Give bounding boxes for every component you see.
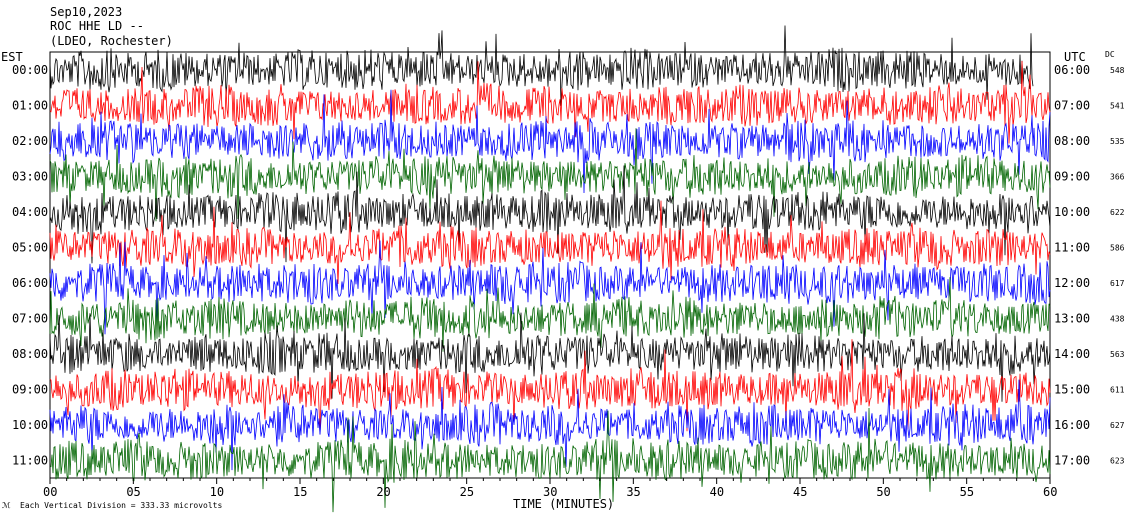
chart-station: ROC HHE LD -- [50, 19, 144, 33]
trace-line [49, 25, 1034, 106]
utc-hour-label: 12:00 [1054, 276, 1090, 290]
trace-line [49, 165, 1051, 264]
utc-hour-label: 08:00 [1054, 134, 1090, 148]
x-tick-label: 55 [960, 485, 974, 499]
trace-line [49, 128, 1051, 222]
x-tick-label: 50 [876, 485, 890, 499]
x-tick-label: 30 [543, 485, 557, 499]
est-hour-label: 04:00 [12, 205, 48, 219]
trace-line [49, 312, 1051, 402]
x-axis-label: TIME (MINUTES) [513, 497, 614, 511]
x-tick-label: 10 [210, 485, 224, 499]
utc-hour-label: 09:00 [1054, 170, 1090, 184]
utc-hour-label: 11:00 [1054, 241, 1090, 255]
dc-value-label: 627 [1110, 421, 1125, 430]
trace-line [49, 60, 1051, 144]
x-tick-label: 20 [376, 485, 390, 499]
utc-hour-label: 06:00 [1054, 63, 1090, 77]
x-tick-label: 35 [626, 485, 640, 499]
est-hour-label: 09:00 [12, 383, 48, 397]
footer-note: Each Vertical Division = 333.33 microvol… [20, 501, 222, 510]
trace-group [49, 25, 1051, 513]
row-label-group: 00:00 06:00 548 01:00 07:00 541 02:00 08:00 535 0… [12, 63, 1125, 468]
est-hour-label: 11:00 [12, 454, 48, 468]
dc-value-label: 548 [1110, 66, 1125, 75]
x-tick-label: 15 [293, 485, 307, 499]
est-hour-label: 03:00 [12, 170, 48, 184]
dc-value-label: 586 [1110, 244, 1125, 253]
x-tick-label: 00 [43, 485, 57, 499]
utc-hour-label: 07:00 [1054, 99, 1090, 113]
dc-value-label: 617 [1110, 279, 1125, 288]
trace-line [49, 339, 1051, 435]
x-tick-label: 45 [793, 485, 807, 499]
trace-line [49, 379, 1051, 471]
x-tick-label: 60 [1043, 485, 1057, 499]
plot-frame [49, 51, 1051, 479]
est-hour-label: 06:00 [12, 276, 48, 290]
left-axis-title: EST [1, 50, 23, 64]
dc-value-label: 438 [1110, 315, 1125, 324]
x-axis: 00 05 10 15 20 25 30 35 40 45 50 55 60 [43, 478, 1057, 499]
dc-value-label: 622 [1110, 208, 1125, 217]
est-hour-label: 08:00 [12, 347, 48, 361]
dc-value-label: 563 [1110, 350, 1125, 359]
utc-hour-label: 10:00 [1054, 205, 1090, 219]
trace-line [49, 240, 1051, 335]
dc-value-label: 535 [1110, 137, 1125, 146]
dc-title: DC [1105, 50, 1115, 59]
x-tick-label: 25 [460, 485, 474, 499]
chart-date: Sep10,2023 [50, 5, 122, 19]
trace-line [49, 89, 1051, 194]
x-tick-label: 05 [126, 485, 140, 499]
trace-line [49, 277, 1051, 352]
est-hour-label: 07:00 [12, 312, 48, 326]
dc-value-label: 366 [1110, 173, 1125, 182]
utc-hour-label: 16:00 [1054, 418, 1090, 432]
utc-hour-label: 15:00 [1054, 383, 1090, 397]
dc-value-label: 541 [1110, 102, 1125, 111]
utc-hour-label: 17:00 [1054, 454, 1090, 468]
right-axis-title: UTC [1064, 50, 1086, 64]
utc-hour-label: 13:00 [1054, 312, 1090, 326]
chart-network: (LDEO, Rochester) [50, 34, 173, 48]
est-hour-label: 00:00 [12, 63, 48, 77]
est-hour-label: 05:00 [12, 241, 48, 255]
trace-line [49, 200, 1051, 285]
est-hour-label: 01:00 [12, 99, 48, 113]
dc-value-label: 611 [1110, 386, 1125, 395]
utc-hour-label: 14:00 [1054, 347, 1090, 361]
est-hour-label: 02:00 [12, 134, 48, 148]
x-tick-label: 40 [710, 485, 724, 499]
dc-value-label: 623 [1110, 457, 1125, 466]
est-hour-label: 10:00 [12, 418, 48, 432]
footer-icon: ℳ [2, 501, 11, 510]
